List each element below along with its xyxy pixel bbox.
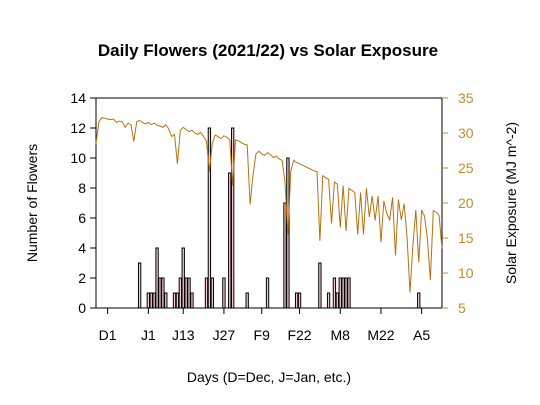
flower-bar: [204, 277, 209, 309]
flower-bar: [184, 277, 188, 309]
y-left-tick-label: 8: [78, 180, 86, 196]
flower-bar: [338, 277, 342, 309]
y-right-tick-label: 15: [458, 230, 474, 246]
flower-bar: [181, 247, 185, 309]
flower-bar: [207, 127, 212, 309]
x-axis-label: Days (D=Dec, J=Jan, etc.): [187, 369, 351, 385]
flower-bars: [137, 127, 421, 309]
flower-bar: [222, 277, 226, 309]
y-left-tick-label: 4: [78, 240, 86, 256]
flower-bar: [152, 292, 156, 309]
flower-bar: [318, 262, 322, 309]
plot-frame: [95, 97, 443, 309]
y-left-tick-label: 12: [70, 120, 86, 136]
flower-bar: [417, 292, 421, 309]
solar-exposure-line: [95, 117, 443, 293]
flower-bar: [172, 292, 177, 309]
flower-bar: [161, 277, 165, 309]
flower-bar: [344, 277, 348, 309]
x-tick-label: M22: [367, 327, 394, 343]
y-left-tick-label: 0: [78, 300, 86, 316]
flower-bar: [175, 292, 180, 309]
x-tick-label: A5: [413, 327, 430, 343]
x-tick-label: J1: [141, 327, 156, 343]
y-axis-label-right: Solar Exposure (MJ m^-2): [503, 122, 519, 284]
y-left-tick-label: 14: [70, 90, 86, 106]
y-left-tick-label: 2: [78, 270, 86, 286]
flower-bar: [228, 172, 232, 309]
flower-bar: [347, 277, 351, 309]
x-tick-label: J27: [213, 327, 236, 343]
y-right-tick-label: 35: [458, 90, 474, 106]
y-axis-label-left: Number of Flowers: [24, 144, 40, 262]
y-left-tick-label: 10: [70, 150, 86, 166]
flower-bar: [326, 292, 331, 309]
flower-bar: [341, 277, 345, 309]
solar-line-layer: [95, 117, 443, 293]
flower-bar: [283, 202, 287, 309]
y-axis-left: 0 2 4 6 8 10 12 14: [70, 90, 96, 316]
flower-bar: [210, 277, 214, 309]
flower-bar: [332, 277, 337, 309]
x-tick-label: J13: [172, 327, 195, 343]
y-right-tick-label: 20: [458, 195, 474, 211]
y-right-tick-label: 5: [458, 300, 466, 316]
x-tick-label: M8: [331, 327, 351, 343]
flower-bar: [245, 292, 249, 309]
flower-bar: [335, 292, 339, 309]
x-tick-label: F22: [287, 327, 311, 343]
y-right-tick-label: 30: [458, 125, 474, 141]
flower-bar: [158, 277, 162, 309]
flower-bar: [164, 292, 168, 309]
y-left-tick-label: 6: [78, 210, 86, 226]
flower-bar: [294, 292, 299, 309]
x-tick-label: D1: [99, 327, 117, 343]
y-right-tick-label: 25: [458, 160, 474, 176]
flower-bar: [146, 292, 150, 309]
x-axis: D1 J1 J13 J27 F9 F22 M8 M22 A5: [99, 308, 430, 343]
flower-bar: [265, 277, 270, 309]
x-tick-label: F9: [254, 327, 271, 343]
flower-bar: [149, 292, 153, 309]
y-right-tick-label: 10: [458, 265, 474, 281]
y-axis-right: 5 10 15 20 25 30 35: [442, 90, 474, 316]
flower-bar: [178, 277, 182, 309]
flower-bar: [230, 127, 235, 309]
flower-bar: [137, 262, 142, 309]
chart-title: Daily Flowers (2021/22) vs Solar Exposur…: [98, 41, 438, 60]
flower-bar: [297, 292, 302, 309]
flower-bar: [190, 292, 194, 309]
flower-bar: [187, 277, 191, 309]
flower-bar: [155, 247, 159, 309]
